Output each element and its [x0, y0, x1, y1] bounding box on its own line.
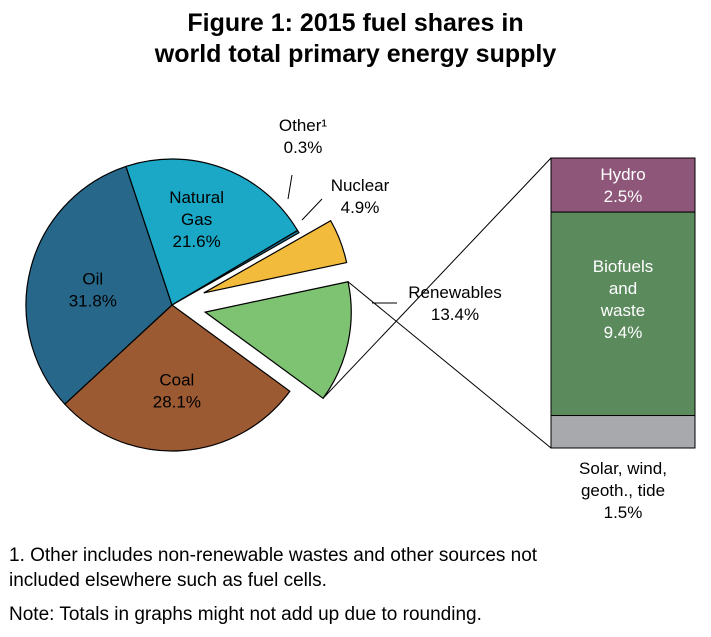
breakdown-label-hydro: Hydro 2.5%: [600, 165, 645, 206]
pie-slices: [25, 158, 352, 452]
breakdown-segment-solar-wind-geoth-tide: [550, 415, 696, 449]
connector-line-top: [322, 157, 552, 399]
pie-slice-oil: [25, 165, 173, 405]
footnote-line-1: 1. Other includes non-renewable wastes a…: [9, 545, 538, 566]
pie-slice-renewables: [203, 281, 352, 400]
slice-label-coal: Coal 28.1%: [153, 371, 201, 412]
chart-title: Figure 1: 2015 fuel shares in world tota…: [0, 8, 711, 70]
rounding-note: Note: Totals in graphs might not add up …: [9, 604, 482, 625]
slice-label-nuclear: Nuclear 4.9%: [331, 176, 390, 217]
breakdown-segment-biofuels-and-waste: [550, 211, 696, 417]
data-labels: Renewables 13.4% Coal 28.1% Oil 31.8% Natural G…: [69, 116, 667, 522]
chart-title-line-1: Figure 1: 2015 fuel shares in: [187, 9, 524, 37]
connector-lines: [322, 157, 552, 449]
pie-slice-other: [171, 229, 300, 306]
footnote: 1. Other includes non-renewable wastes a…: [9, 543, 699, 593]
footnote-line-2: included elsewhere such as fuel cells.: [9, 570, 327, 591]
breakdown-label-biofuels-and-waste: Biofuels and waste 9.4%: [593, 257, 653, 342]
renewables-breakdown-bar: [550, 157, 696, 449]
slice-label-renewables: Renewables 13.4%: [408, 283, 502, 324]
pie-chart-with-breakdown-bar: Renewables 13.4% Coal 28.1% Oil 31.8% Natural G…: [25, 116, 696, 522]
pie-slice-natural-gas: [125, 158, 299, 306]
pie-slice-nuclear: [203, 219, 348, 294]
breakdown-segment-hydro: [550, 157, 696, 213]
pie-slice-coal: [63, 304, 291, 452]
connector-line-bottom: [347, 281, 552, 449]
leader-line-other: [287, 174, 293, 200]
slice-label-oil: Oil 31.8%: [69, 270, 117, 311]
leader-line-nuclear: [301, 198, 323, 221]
chart-title-line-2: world total primary energy supply: [154, 40, 557, 68]
slice-label-other: Other¹ 0.3%: [279, 116, 328, 157]
slice-label-natural-gas: Natural Gas 21.6%: [169, 188, 224, 251]
breakdown-label-solar-wind-geoth-tide: Solar, wind, geoth., tide 1.5%: [579, 459, 667, 522]
